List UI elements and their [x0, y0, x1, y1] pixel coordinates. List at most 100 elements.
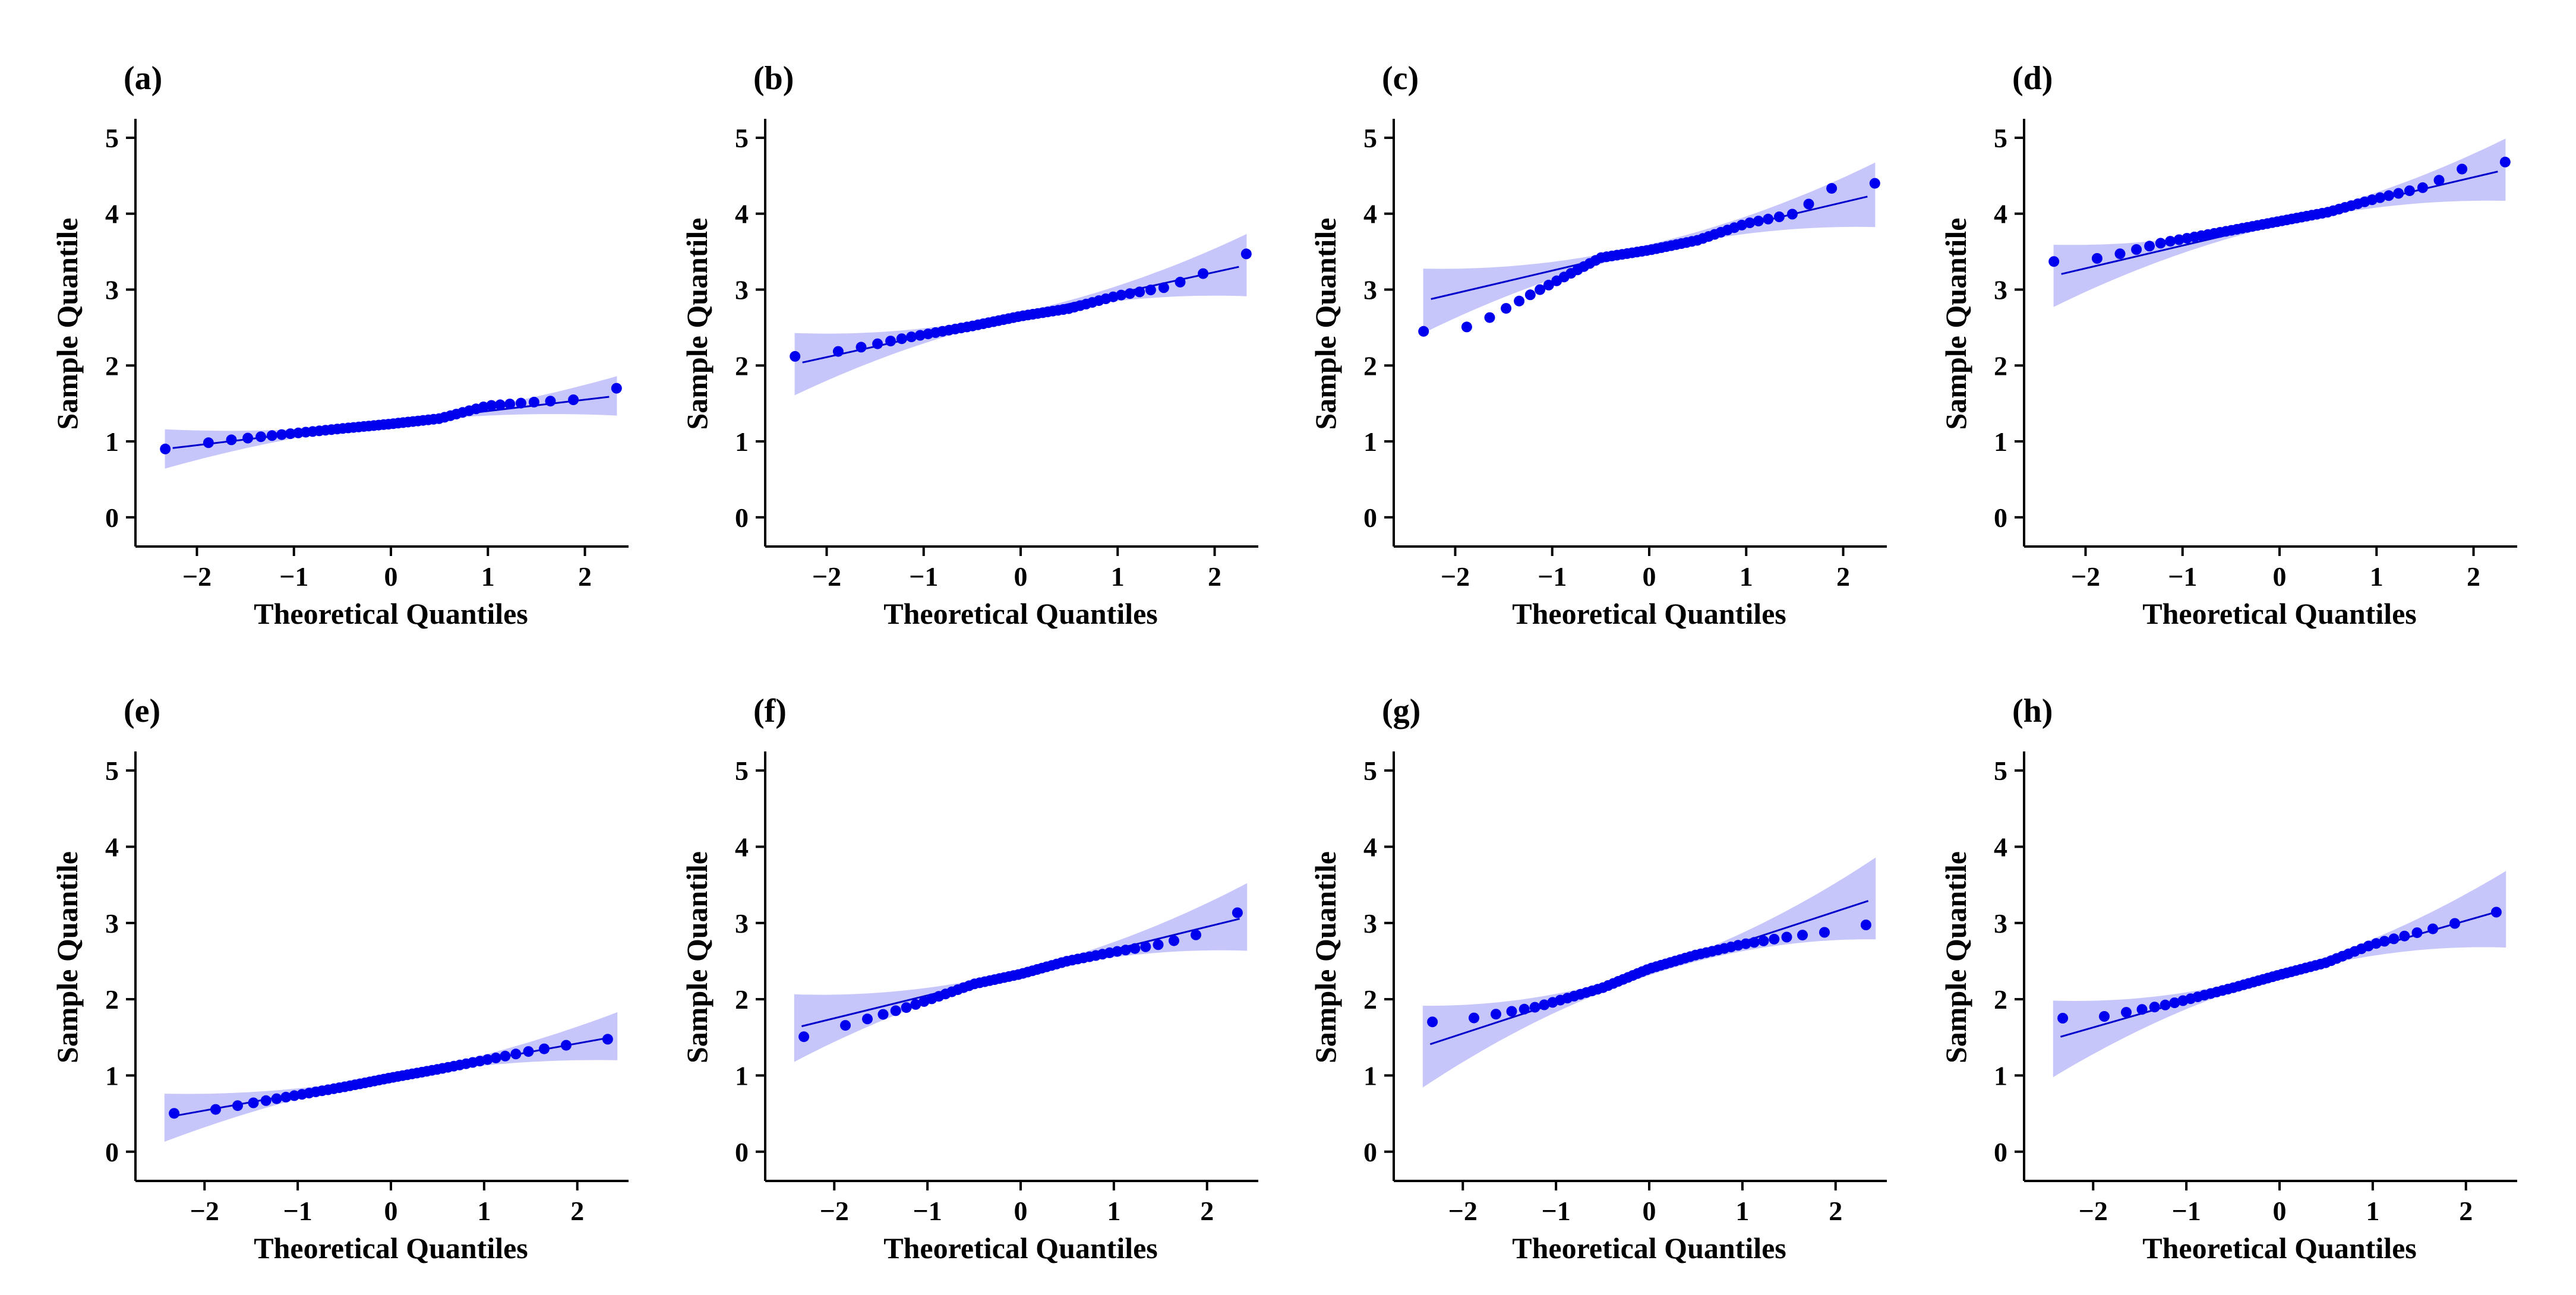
data-point [1153, 939, 1164, 950]
data-point [1781, 931, 1792, 943]
y-axis-label: Sample Quantile [680, 851, 714, 1063]
data-point [1484, 312, 1495, 323]
x-tick-label: −1 [1538, 561, 1567, 592]
data-point [1124, 288, 1135, 299]
data-point [276, 429, 288, 440]
x-tick-label: 2 [1836, 561, 1850, 592]
data-point [2433, 175, 2445, 186]
data-point [2388, 933, 2400, 945]
x-axis-label: Theoretical Quantiles [254, 597, 528, 630]
y-tick-label: 3 [735, 275, 749, 305]
data-point [226, 434, 237, 446]
y-tick-label: 0 [1994, 1137, 2007, 1167]
data-point [2457, 163, 2468, 175]
data-point [260, 1095, 272, 1106]
data-point [1826, 183, 1838, 194]
data-point [1427, 1016, 1438, 1028]
data-point [877, 1009, 889, 1020]
data-point [169, 1108, 180, 1119]
data-point [2099, 1011, 2110, 1022]
y-tick-label: 2 [1994, 984, 2007, 1015]
x-tick-label: −1 [1542, 1196, 1571, 1226]
panel-label: (h) [2012, 693, 2053, 729]
y-tick-label: 1 [735, 427, 749, 457]
data-point [232, 1100, 243, 1111]
panel-d: −2 −1 0 1 2 0 1 2 3 4 5 Theoretical Quantiles Sample… [1939, 60, 2517, 630]
data-point [2144, 241, 2155, 252]
y-tick-label: 2 [735, 350, 749, 381]
data-point [2160, 999, 2171, 1010]
y-tick-label: 5 [1994, 123, 2007, 153]
x-tick-label: 0 [2273, 1196, 2287, 1226]
data-point [2173, 234, 2184, 245]
x-tick-label: −2 [182, 561, 211, 592]
data-point [2383, 190, 2394, 201]
y-tick-label: 0 [1994, 503, 2007, 533]
data-point [1539, 999, 1550, 1010]
data-point [210, 1104, 221, 1115]
y-tick-label: 5 [735, 123, 749, 153]
y-tick-label: 1 [105, 1060, 119, 1091]
data-point [1819, 927, 1830, 938]
data-point [1763, 213, 1774, 225]
x-tick-label: 0 [384, 1196, 398, 1226]
y-axis-label: Sample Quantile [50, 851, 84, 1063]
y-tick-label: 3 [1363, 908, 1377, 939]
y-tick-label: 5 [1363, 756, 1377, 786]
panel-a: −2 −1 0 1 2 0 1 2 3 4 5 Theoretical Quantiles Sample… [50, 60, 629, 630]
x-tick-label: 1 [481, 561, 495, 592]
y-tick-label: 1 [105, 427, 119, 457]
data-point [2057, 1013, 2069, 1024]
data-point [523, 1046, 534, 1057]
data-point [2091, 253, 2103, 264]
data-point [248, 1097, 259, 1108]
y-tick-label: 3 [1363, 275, 1377, 305]
data-point [500, 1050, 511, 1062]
data-point [1112, 946, 1123, 957]
panel-label: (d) [2012, 60, 2053, 97]
x-tick-label: 0 [1014, 561, 1028, 592]
data-point [561, 1040, 572, 1051]
x-tick-label: 2 [570, 1196, 584, 1226]
x-tick-label: 2 [578, 561, 592, 592]
data-point [840, 1020, 851, 1031]
x-axis-label: Theoretical Quantiles [1512, 1231, 1786, 1265]
data-point [1501, 303, 1512, 314]
data-point [2404, 185, 2415, 197]
data-point [1134, 286, 1145, 298]
data-point [1240, 248, 1252, 260]
x-tick-label: 1 [1735, 1196, 1749, 1226]
data-point [1803, 198, 1814, 210]
data-point [478, 402, 489, 412]
data-point [490, 1052, 501, 1063]
data-point [910, 999, 921, 1010]
y-tick-label: 4 [1994, 832, 2007, 862]
data-point [2490, 907, 2502, 918]
data-point [1529, 1002, 1540, 1013]
data-point [798, 1031, 810, 1043]
x-tick-label: 2 [2459, 1196, 2473, 1226]
data-point [280, 1091, 292, 1103]
data-point [2370, 938, 2382, 949]
data-point [494, 399, 506, 410]
y-tick-label: 3 [735, 908, 749, 939]
data-point [832, 346, 844, 357]
panel-h: −2 −1 0 1 2 0 1 2 3 4 5 Theoretical Quantiles Sample… [1939, 693, 2517, 1265]
x-tick-label: 0 [1643, 1196, 1656, 1226]
x-tick-label: −1 [283, 1196, 312, 1226]
data-point [1418, 326, 1429, 337]
data-point [1748, 937, 1760, 948]
x-tick-label: 1 [1111, 561, 1125, 592]
y-axis-label: Sample Quantile [50, 218, 84, 430]
y-tick-label: 0 [105, 1137, 119, 1167]
y-axis-label: Sample Quantile [1309, 851, 1342, 1063]
x-tick-label: 2 [2467, 561, 2480, 592]
panel-f: −2 −1 0 1 2 0 1 2 3 4 5 Theoretical Quantiles Sample… [680, 693, 1258, 1265]
data-point [602, 1034, 613, 1045]
x-tick-label: −2 [1448, 1196, 1478, 1226]
y-tick-label: 1 [1363, 1060, 1377, 1091]
data-point [2411, 927, 2423, 939]
data-point [1773, 211, 1785, 222]
panel-e: −2 −1 0 1 2 0 1 2 3 4 5 Theoretical Quantiles Sample… [50, 693, 629, 1265]
panel-label: (a) [124, 60, 162, 97]
